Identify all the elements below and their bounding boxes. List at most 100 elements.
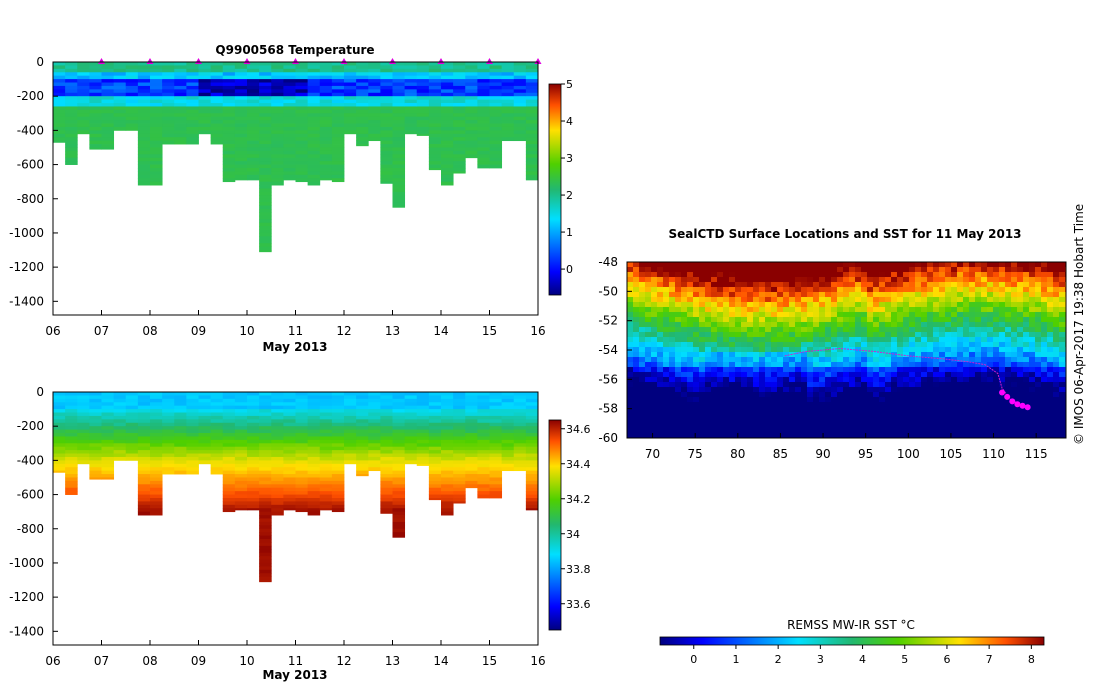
salinity-cell — [404, 429, 418, 434]
sst-cell — [987, 282, 994, 288]
salinity-cell — [150, 497, 163, 502]
sst-cell — [969, 332, 976, 338]
sst-cell — [909, 412, 916, 418]
temperature-cell — [77, 68, 90, 73]
salinity-cell — [137, 497, 151, 502]
salinity-cell — [513, 439, 527, 444]
temperature-cell — [150, 79, 163, 83]
sst-cell — [819, 412, 826, 418]
salinity-cell — [77, 409, 90, 413]
sst-cell — [813, 402, 820, 408]
temperature-cell — [137, 150, 151, 155]
sst-cell — [885, 292, 892, 298]
sst-cell — [993, 282, 1000, 288]
temperature-cell — [186, 68, 199, 73]
salinity-cell — [247, 501, 260, 506]
temperature-cell — [380, 171, 393, 176]
temperature-cell — [465, 79, 478, 83]
sst-cell — [1035, 412, 1042, 418]
salinity-cell — [259, 463, 272, 468]
sst-cell — [969, 267, 976, 273]
sst-cell — [633, 407, 640, 413]
sst-cell — [855, 427, 862, 433]
temperature-cell — [392, 103, 406, 107]
sst-cell — [999, 342, 1006, 348]
sst-cell — [687, 332, 694, 338]
temperature-cell — [271, 126, 284, 131]
sst-cell — [795, 417, 802, 423]
salinity-cell — [271, 477, 284, 482]
sst-cell — [897, 262, 904, 268]
sst-cell — [1005, 307, 1012, 313]
temperature-cell — [295, 157, 309, 162]
salinity-cell — [162, 402, 175, 407]
sst-cell — [861, 372, 868, 378]
temperature-cell — [489, 147, 503, 152]
sst-cell — [903, 262, 910, 268]
salinity-cell — [125, 446, 139, 451]
temperature-cell — [65, 82, 78, 87]
sst-cell — [843, 377, 850, 383]
sst-cell — [789, 392, 796, 398]
salinity-cell — [368, 463, 381, 468]
sst-cell — [813, 407, 820, 413]
temperature-cell — [137, 126, 151, 131]
sst-cell — [819, 387, 826, 393]
sst-cell — [927, 417, 934, 423]
salinity-cell — [525, 494, 538, 499]
sst-cell — [831, 362, 838, 368]
temperature-cell — [283, 130, 296, 135]
sst-cell — [753, 372, 760, 378]
temperature-cell — [453, 171, 466, 174]
salinity-cell — [331, 446, 345, 451]
sst-cell — [753, 267, 760, 273]
temperature-cell — [525, 147, 538, 152]
salinity-cell — [210, 409, 224, 413]
sst-cell — [891, 282, 898, 288]
sst-cell — [819, 312, 826, 318]
colorbar-tick-label: 3 — [566, 152, 573, 165]
sst-cell — [879, 367, 886, 373]
sst-cell — [723, 267, 730, 273]
salinity-cell — [380, 412, 393, 417]
sst-cell — [711, 322, 718, 328]
sst-cell — [825, 262, 832, 268]
y-tick-label: -800 — [17, 522, 44, 536]
sst-cell — [903, 362, 910, 368]
temperature-cell — [283, 133, 296, 138]
temperature-cell — [234, 106, 248, 111]
salinity-cell — [162, 429, 175, 434]
salinity-cell — [465, 412, 478, 417]
salinity-cell — [380, 474, 393, 478]
salinity-cell — [65, 446, 78, 451]
temperature-cell — [247, 137, 260, 142]
salinity-cell — [65, 426, 78, 431]
sst-cell — [741, 417, 748, 423]
sst-cell — [981, 372, 988, 378]
temperature-cell — [380, 133, 393, 138]
sst-cell — [741, 432, 748, 438]
sst-cell — [1017, 267, 1024, 273]
sst-cell — [1035, 332, 1042, 338]
sst-cell — [867, 287, 874, 293]
temperature-cell — [331, 154, 345, 159]
surface-marker — [243, 58, 251, 64]
temperature-cell — [101, 147, 115, 150]
temperature-cell — [150, 106, 163, 111]
sst-cell — [963, 327, 970, 333]
salinity-cell — [65, 402, 78, 407]
temperature-cell — [125, 72, 139, 77]
salinity-cell — [416, 398, 430, 403]
sst-cell — [963, 342, 970, 348]
salinity-cell — [465, 450, 478, 454]
sst-cell — [675, 297, 682, 303]
sst-cell — [747, 272, 754, 278]
salinity-cell — [477, 429, 490, 434]
sst-cell — [915, 412, 922, 418]
salinity-cell — [344, 443, 357, 448]
salinity-cell — [319, 494, 333, 499]
temperature-cell — [489, 62, 503, 66]
salinity-cell — [513, 433, 527, 437]
temperature-cell — [319, 140, 333, 145]
sst-cell — [897, 367, 904, 373]
